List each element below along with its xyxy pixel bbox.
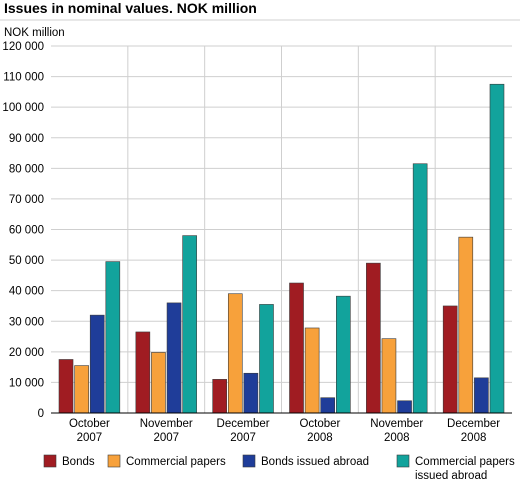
legend-swatch <box>242 454 256 468</box>
legend-label: Bonds <box>62 456 95 468</box>
bar <box>489 83 505 414</box>
legend: Bonds Commercial papers Bonds issued abroa… <box>43 454 515 482</box>
y-axis-ticks: 0 10 000 20 000 30 000 40 000 50 000 60 000 70 … <box>2 41 44 420</box>
legend-label: Bonds issued abroad <box>261 456 369 468</box>
bar <box>182 235 197 414</box>
bar <box>259 304 274 414</box>
bar <box>336 295 351 414</box>
legend-swatch <box>43 454 57 468</box>
bar <box>474 377 489 414</box>
bar <box>212 379 227 414</box>
bar <box>166 302 182 414</box>
bar <box>397 400 412 414</box>
bar <box>381 338 397 414</box>
bar <box>458 236 474 414</box>
x-tick-label: November <box>140 418 193 430</box>
y-tick-label: 50 000 <box>9 255 44 267</box>
x-tick-label: 2008 <box>461 432 487 444</box>
y-tick-label: 110 000 <box>3 72 44 84</box>
y-tick-label: 70 000 <box>9 194 44 206</box>
bar <box>289 282 304 414</box>
x-tick-label: 2007 <box>153 432 179 444</box>
x-axis-ticks: October 2007 November 2007 December 2007 Octob… <box>69 418 500 444</box>
bar <box>366 262 381 414</box>
y-tick-label: 120 000 <box>2 41 44 53</box>
bar <box>135 331 151 414</box>
legend-label: Commercial papers <box>415 456 515 468</box>
y-tick-label: 30 000 <box>9 316 44 328</box>
y-tick-label: 20 000 <box>9 347 44 359</box>
y-tick-label: 40 000 <box>9 286 44 298</box>
y-tick-label: 10 000 <box>9 377 44 389</box>
grid <box>51 45 512 413</box>
x-tick-label: 2008 <box>307 432 333 444</box>
y-tick-label: 90 000 <box>9 133 44 145</box>
bar <box>442 305 458 414</box>
y-axis-label: NOK million <box>4 27 65 39</box>
x-tick-label: 2007 <box>77 432 103 444</box>
bar <box>243 372 259 414</box>
bar <box>320 397 336 414</box>
bar <box>58 359 74 414</box>
x-tick-label: 2008 <box>384 432 410 444</box>
bar <box>89 314 105 414</box>
x-tick-label: 2007 <box>230 432 256 444</box>
bar <box>412 163 428 414</box>
y-tick-label: 100 000 <box>2 102 44 114</box>
chart-title: Issues in nominal values. NOK million <box>4 0 257 16</box>
bar <box>74 365 89 414</box>
x-tick-label: October <box>69 418 110 430</box>
x-tick-label: October <box>299 418 340 430</box>
y-tick-label: 0 <box>38 408 44 420</box>
legend-swatch <box>396 454 410 468</box>
legend-label: Commercial papers <box>126 456 226 468</box>
bar <box>227 293 243 414</box>
y-tick-label: 80 000 <box>9 163 44 175</box>
bar <box>151 352 166 414</box>
legend-swatch <box>107 454 121 468</box>
bar <box>304 327 320 414</box>
bars <box>58 83 505 414</box>
bar <box>105 261 121 414</box>
x-tick-label: December <box>447 418 500 430</box>
legend-label: issued abroad <box>415 470 487 482</box>
x-tick-label: December <box>217 418 270 430</box>
y-tick-label: 60 000 <box>9 225 44 237</box>
x-tick-label: November <box>370 418 423 430</box>
